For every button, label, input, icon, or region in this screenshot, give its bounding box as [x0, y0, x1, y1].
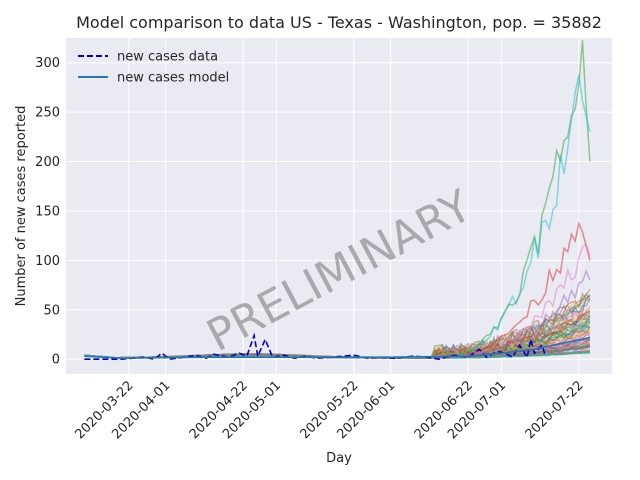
y-tick-label: 50	[43, 303, 60, 318]
y-tick-label: 0	[52, 353, 60, 368]
legend-label: new cases data	[117, 50, 218, 65]
model-series-line	[84, 336, 591, 360]
y-tick-label: 100	[35, 254, 60, 269]
model-run-line	[434, 40, 591, 358]
x-gridlines	[128, 38, 580, 374]
x-axis-label: Day	[326, 451, 352, 466]
plot-area	[66, 38, 612, 374]
legend: new cases data new cases model	[78, 50, 229, 86]
y-tick-label: 300	[35, 56, 60, 71]
y-gridlines	[66, 62, 612, 360]
data-series-line	[84, 332, 547, 361]
series-lines	[84, 332, 591, 361]
y-tick-label: 250	[35, 106, 60, 121]
x-tick-label: 2020-07-22	[523, 378, 587, 442]
y-axis-label: Number of new cases reported	[14, 106, 29, 307]
legend-label: new cases model	[117, 71, 229, 86]
y-tick-label: 150	[35, 204, 60, 219]
model-run-line	[434, 74, 591, 358]
y-tick-labels: 0 50 100 150 200 250 300	[35, 56, 60, 367]
chart-title: Model comparison to data US - Texas - Wa…	[76, 13, 602, 32]
y-tick-label: 200	[35, 155, 60, 170]
